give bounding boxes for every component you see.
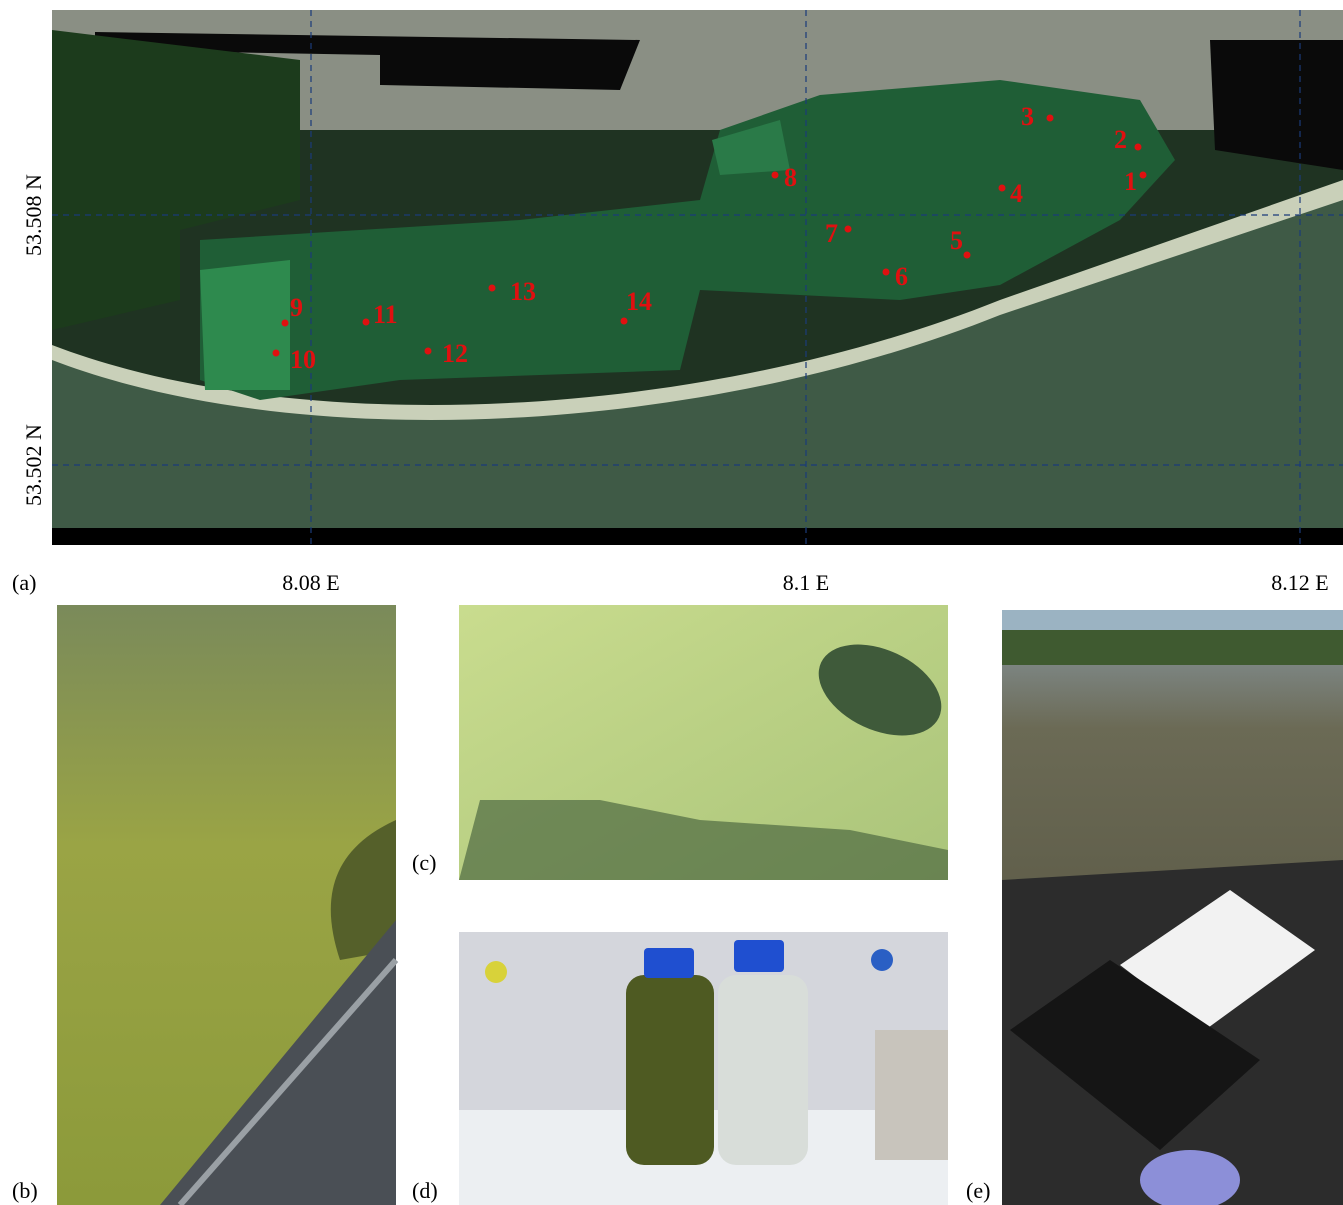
lat-label: 53.502 N bbox=[21, 424, 46, 506]
panel-label: (a) bbox=[12, 570, 36, 595]
station-label: 5 bbox=[950, 226, 963, 255]
station-dot bbox=[1139, 171, 1147, 179]
station-dot bbox=[998, 184, 1006, 192]
station-label: 1 bbox=[1124, 167, 1137, 196]
station-dot bbox=[963, 251, 971, 259]
station-label: 6 bbox=[895, 262, 908, 291]
station-dot bbox=[620, 317, 628, 325]
station-label: 7 bbox=[825, 219, 838, 248]
station-dot bbox=[1046, 114, 1054, 122]
photo-e bbox=[1002, 610, 1343, 1205]
station-dot bbox=[272, 349, 280, 357]
panel-label: (d) bbox=[412, 1178, 438, 1203]
panel-label: (b) bbox=[12, 1178, 38, 1203]
satellite-map bbox=[52, 10, 1343, 545]
station-dot bbox=[844, 225, 852, 233]
station-label: 13 bbox=[510, 277, 536, 306]
station-label: 9 bbox=[290, 293, 303, 322]
panel-label: (c) bbox=[412, 850, 436, 875]
station-dot bbox=[281, 319, 289, 327]
station-label: 8 bbox=[784, 163, 797, 192]
station-label: 14 bbox=[626, 287, 652, 316]
lon-label: 8.12 E bbox=[1271, 570, 1328, 595]
station-dot bbox=[424, 347, 432, 355]
graticule bbox=[52, 10, 1343, 545]
station-dot bbox=[1134, 143, 1142, 151]
photo-c bbox=[459, 605, 948, 880]
station-label: 3 bbox=[1021, 102, 1034, 131]
station-dot bbox=[488, 284, 496, 292]
photo-b bbox=[57, 605, 399, 1205]
station-dot bbox=[362, 318, 370, 326]
panel-label: (e) bbox=[966, 1178, 990, 1203]
lat-label: 53.508 N bbox=[21, 174, 46, 256]
photo-d bbox=[459, 932, 948, 1205]
station-label: 10 bbox=[290, 345, 316, 374]
station-dot bbox=[771, 171, 779, 179]
station-label: 4 bbox=[1010, 179, 1023, 208]
station-label: 12 bbox=[442, 339, 468, 368]
station-label: 2 bbox=[1114, 125, 1127, 154]
lon-label: 8.1 E bbox=[783, 570, 829, 595]
station-label: 11 bbox=[373, 300, 398, 329]
station-dot bbox=[882, 268, 890, 276]
lon-label: 8.08 E bbox=[282, 570, 339, 595]
